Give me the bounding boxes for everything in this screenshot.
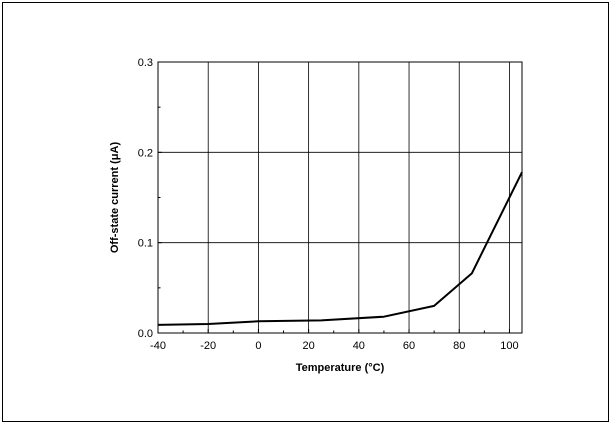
tick-labels: -40 -20 0 20 40 60 80 100 0.0 0.1 0.2 0.3 bbox=[138, 57, 519, 352]
y-tick-label: 0.2 bbox=[138, 147, 153, 159]
grid bbox=[158, 62, 522, 333]
x-tick-label: 80 bbox=[453, 340, 465, 352]
y-axis-label: Off-state current (μA) bbox=[109, 142, 121, 254]
y-tick-label: 0.1 bbox=[138, 238, 153, 250]
x-tick-label: 100 bbox=[500, 340, 518, 352]
plot-area bbox=[158, 62, 522, 333]
x-tick-label: 20 bbox=[302, 340, 314, 352]
x-tick-label: 60 bbox=[403, 340, 415, 352]
x-tick-label: -20 bbox=[200, 340, 216, 352]
x-tick-label: 0 bbox=[255, 340, 261, 352]
series-line bbox=[158, 172, 522, 325]
x-axis-label: Temperature (°C) bbox=[296, 362, 385, 374]
x-tick-label: 40 bbox=[353, 340, 365, 352]
y-tick-label: 0.0 bbox=[138, 328, 153, 340]
y-tick-label: 0.3 bbox=[138, 57, 153, 69]
series bbox=[158, 172, 522, 325]
axis-ticks bbox=[158, 62, 509, 333]
x-tick-label: -40 bbox=[150, 340, 166, 352]
